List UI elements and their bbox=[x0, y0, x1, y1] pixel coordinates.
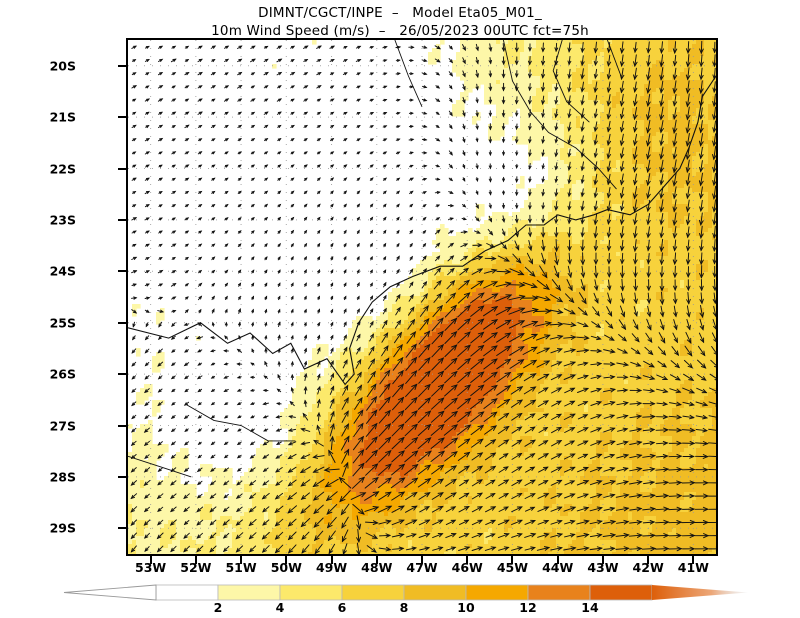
y-axis-tick-label: 26S bbox=[49, 366, 76, 382]
colorbar-tick-label: 8 bbox=[399, 600, 409, 615]
colorbar bbox=[63, 584, 748, 601]
x-axis-tick-label: 43W bbox=[587, 560, 619, 575]
y-axis-tick-mark bbox=[118, 218, 126, 221]
colorbar-segment bbox=[279, 584, 343, 601]
colorbar-tick-label: 2 bbox=[213, 600, 223, 615]
chart-title-line-2: 10m Wind Speed (m/s) – 26/05/2023 00UTC … bbox=[211, 23, 589, 39]
x-axis-tick-mark bbox=[466, 556, 469, 564]
colorbar-segment bbox=[341, 584, 405, 601]
colorbar-tick-label: 12 bbox=[519, 600, 537, 615]
colorbar-segment bbox=[589, 584, 653, 601]
colorbar-segment bbox=[465, 584, 529, 601]
colorbar-tick-label: 14 bbox=[581, 600, 599, 615]
y-axis-tick-mark bbox=[118, 167, 126, 170]
y-axis-tick-mark bbox=[118, 116, 126, 119]
inland-boundary bbox=[552, 40, 590, 123]
y-axis-tick-label: 20S bbox=[49, 58, 76, 74]
x-axis-tick-mark bbox=[421, 556, 423, 564]
wind-field-svg bbox=[128, 40, 716, 554]
chart-title-block: DIMNT/CGCT/INPE – Model Eta05_M01_ 10m W… bbox=[0, 4, 800, 40]
colorbar-under-arrow bbox=[63, 584, 157, 601]
x-axis-tick-label: 45W bbox=[496, 560, 529, 575]
colorbar-over-arrow bbox=[652, 585, 748, 600]
x-axis-tick-label: 53W bbox=[135, 560, 167, 575]
y-axis-tick-label: 21S bbox=[49, 109, 76, 125]
x-axis-tick-mark bbox=[240, 556, 243, 564]
x-axis-tick-mark bbox=[194, 556, 197, 564]
inland-boundary bbox=[186, 404, 296, 442]
colorbar-segment bbox=[155, 584, 219, 601]
x-axis-tick-label: 44W bbox=[542, 560, 574, 575]
inland-boundary bbox=[394, 40, 423, 107]
colorbar-segment bbox=[527, 584, 591, 601]
y-axis-tick-label: 23S bbox=[49, 212, 76, 228]
colorbar-tick-label: 10 bbox=[457, 600, 475, 615]
inland-boundary bbox=[128, 455, 192, 478]
chart-title-line-1: DIMNT/CGCT/INPE – Model Eta05_M01_ bbox=[258, 5, 542, 21]
colorbar-tick-label: 4 bbox=[275, 600, 285, 615]
x-axis-tick-label: 42W bbox=[632, 560, 664, 575]
x-axis-tick-label: 41W bbox=[677, 560, 709, 575]
y-axis-tick-label: 22S bbox=[49, 161, 76, 176]
y-axis-tick-mark bbox=[118, 321, 126, 324]
x-axis-tick-label: 50W bbox=[270, 560, 302, 575]
x-axis-tick-mark bbox=[375, 556, 378, 564]
y-axis-tick-label: 25S bbox=[49, 315, 76, 331]
y-axis-tick-mark bbox=[118, 270, 126, 273]
inland-boundary bbox=[502, 40, 617, 190]
x-axis-tick-mark bbox=[149, 556, 152, 564]
y-axis-tick-mark bbox=[118, 475, 126, 478]
colorbar-segment bbox=[403, 584, 467, 601]
wind-vector-arrows bbox=[130, 40, 716, 554]
y-axis-tick-mark bbox=[118, 527, 126, 530]
y-axis-tick-label: 27S bbox=[49, 418, 76, 433]
x-axis-tick-mark bbox=[511, 556, 514, 564]
x-axis-tick-label: 47W bbox=[406, 560, 438, 575]
colorbar-tick-label: 6 bbox=[337, 600, 347, 615]
y-axis-tick-label: 28S bbox=[49, 469, 76, 485]
y-axis-tick-mark bbox=[118, 424, 126, 427]
y-axis-tick-mark bbox=[118, 373, 126, 376]
x-axis-tick-mark bbox=[601, 556, 604, 564]
map-plot-area bbox=[126, 38, 718, 556]
y-axis-tick-label: 24S bbox=[49, 263, 76, 279]
x-axis-tick-label: 46W bbox=[451, 560, 483, 575]
x-axis-tick-label: 48W bbox=[361, 560, 393, 575]
x-axis-tick-label: 49W bbox=[315, 560, 348, 575]
x-axis-tick-mark bbox=[285, 556, 288, 564]
y-axis-tick-label: 29S bbox=[49, 520, 76, 536]
x-axis-tick-mark bbox=[647, 556, 650, 564]
y-axis-tick-mark bbox=[118, 64, 126, 67]
x-axis-tick-label: 52W bbox=[180, 560, 212, 575]
coastline bbox=[128, 75, 716, 386]
x-axis-tick-mark bbox=[330, 556, 333, 564]
x-axis-tick-mark bbox=[692, 556, 695, 564]
x-axis-tick-label: 51W bbox=[225, 560, 257, 575]
x-axis-tick-mark bbox=[556, 556, 559, 564]
colorbar-segment bbox=[217, 584, 281, 601]
